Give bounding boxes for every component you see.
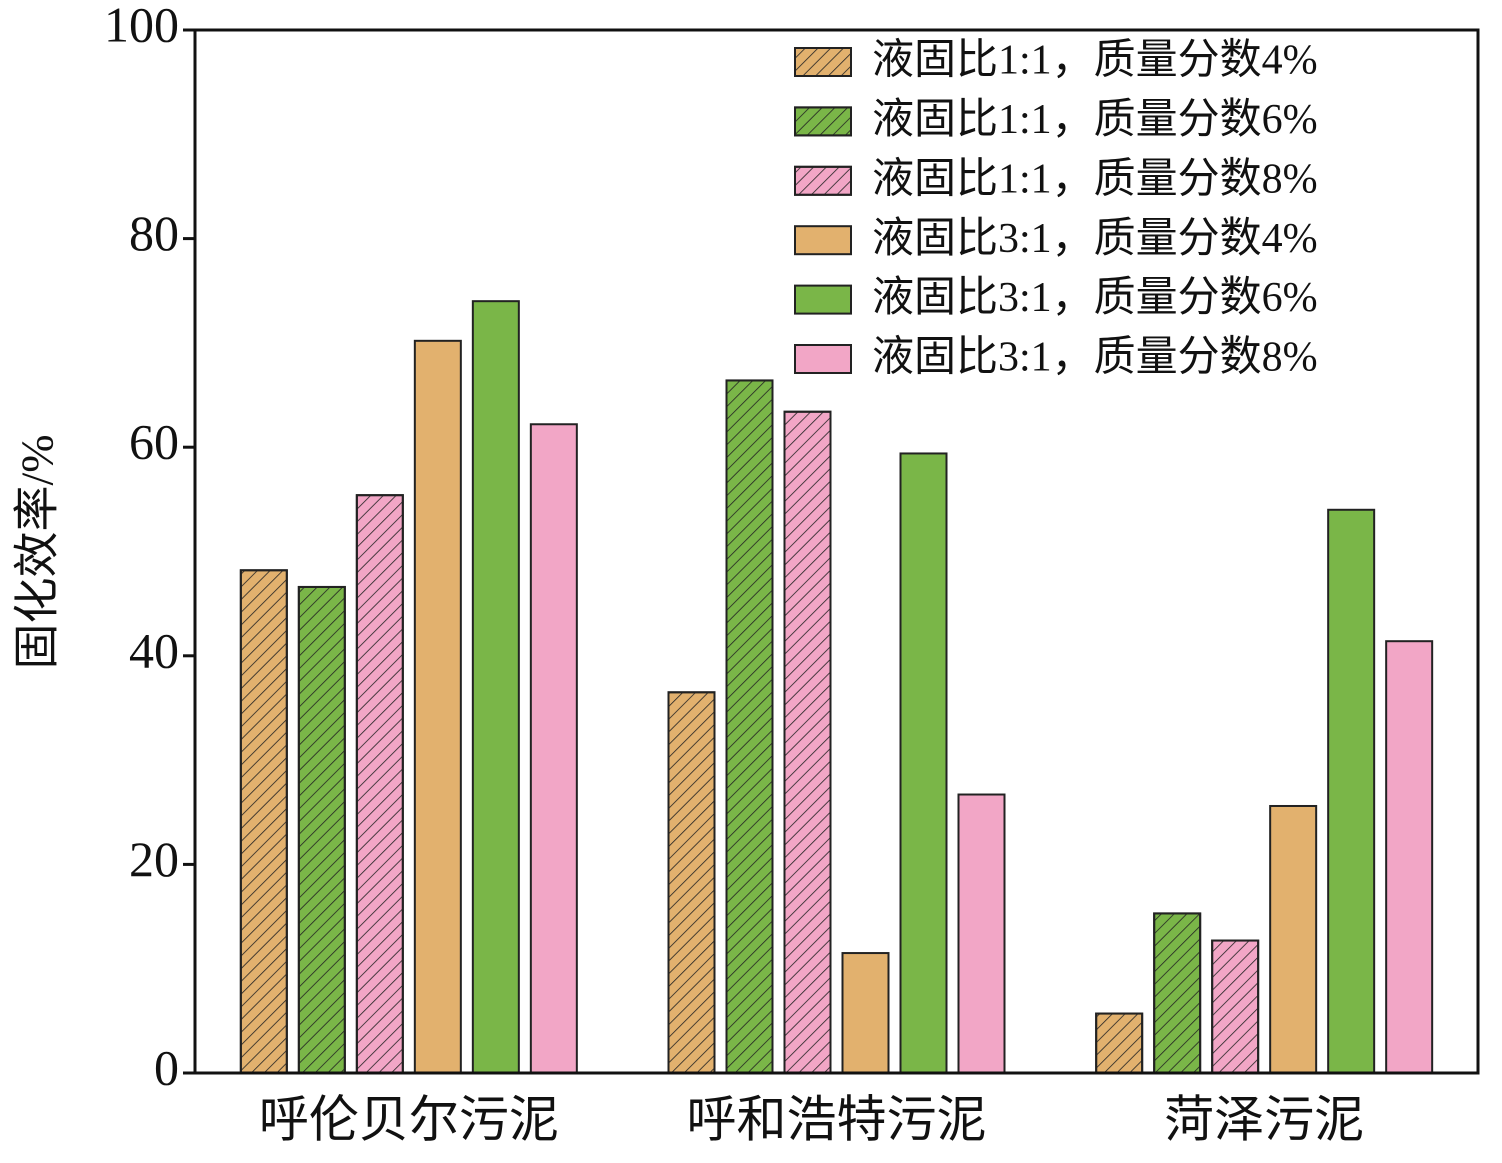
bar-hatch	[297, 585, 346, 1074]
x-tick-label: 菏泽污泥	[1164, 1091, 1364, 1147]
legend-label: 液固比3:1，质量分数6%	[872, 275, 1318, 321]
y-axis-label: 固化效率/%	[12, 434, 63, 669]
bar	[957, 793, 1006, 1074]
x-tick-label: 呼和浩特污泥	[687, 1091, 987, 1147]
bar-hatch	[667, 691, 716, 1074]
bar	[1327, 508, 1376, 1074]
legend-label: 液固比3:1，质量分数4%	[872, 216, 1318, 262]
y-tick-label: 100	[104, 0, 179, 52]
legend-swatch-hatch	[794, 165, 852, 196]
bar	[1269, 804, 1318, 1074]
legend-label: 液固比1:1，质量分数8%	[872, 156, 1318, 202]
bar	[471, 300, 520, 1074]
x-tick-label: 呼伦贝尔污泥	[259, 1091, 559, 1147]
y-tick-label: 60	[129, 414, 179, 470]
legend-swatch-hatch	[794, 47, 852, 77]
bar	[529, 423, 578, 1074]
y-tick-label: 80	[129, 205, 179, 261]
bar-hatch	[355, 494, 404, 1075]
y-tick-label: 40	[129, 622, 179, 678]
bar	[841, 952, 890, 1074]
y-tick-label: 20	[129, 831, 179, 887]
bar-hatch	[725, 379, 774, 1074]
bar	[413, 339, 462, 1074]
bar	[1385, 640, 1434, 1074]
bar-hatch	[1153, 912, 1202, 1075]
bar-hatch	[1211, 939, 1260, 1074]
legend-label: 液固比1:1，质量分数6%	[872, 97, 1318, 143]
bar	[899, 452, 948, 1074]
bar-hatch	[239, 569, 288, 1074]
legend-swatch	[794, 344, 852, 374]
legend-swatch	[794, 284, 852, 315]
y-tick-label: 0	[154, 1039, 179, 1095]
legend-swatch	[794, 225, 852, 256]
legend-label: 液固比1:1，质量分数4%	[872, 38, 1318, 84]
legend-label: 液固比3:1，质量分数8%	[872, 335, 1318, 381]
bar-hatch	[1095, 1012, 1144, 1075]
bar-hatch	[783, 410, 832, 1075]
plot-frame	[193, 28, 1480, 1075]
legend-swatch-hatch	[794, 106, 852, 137]
